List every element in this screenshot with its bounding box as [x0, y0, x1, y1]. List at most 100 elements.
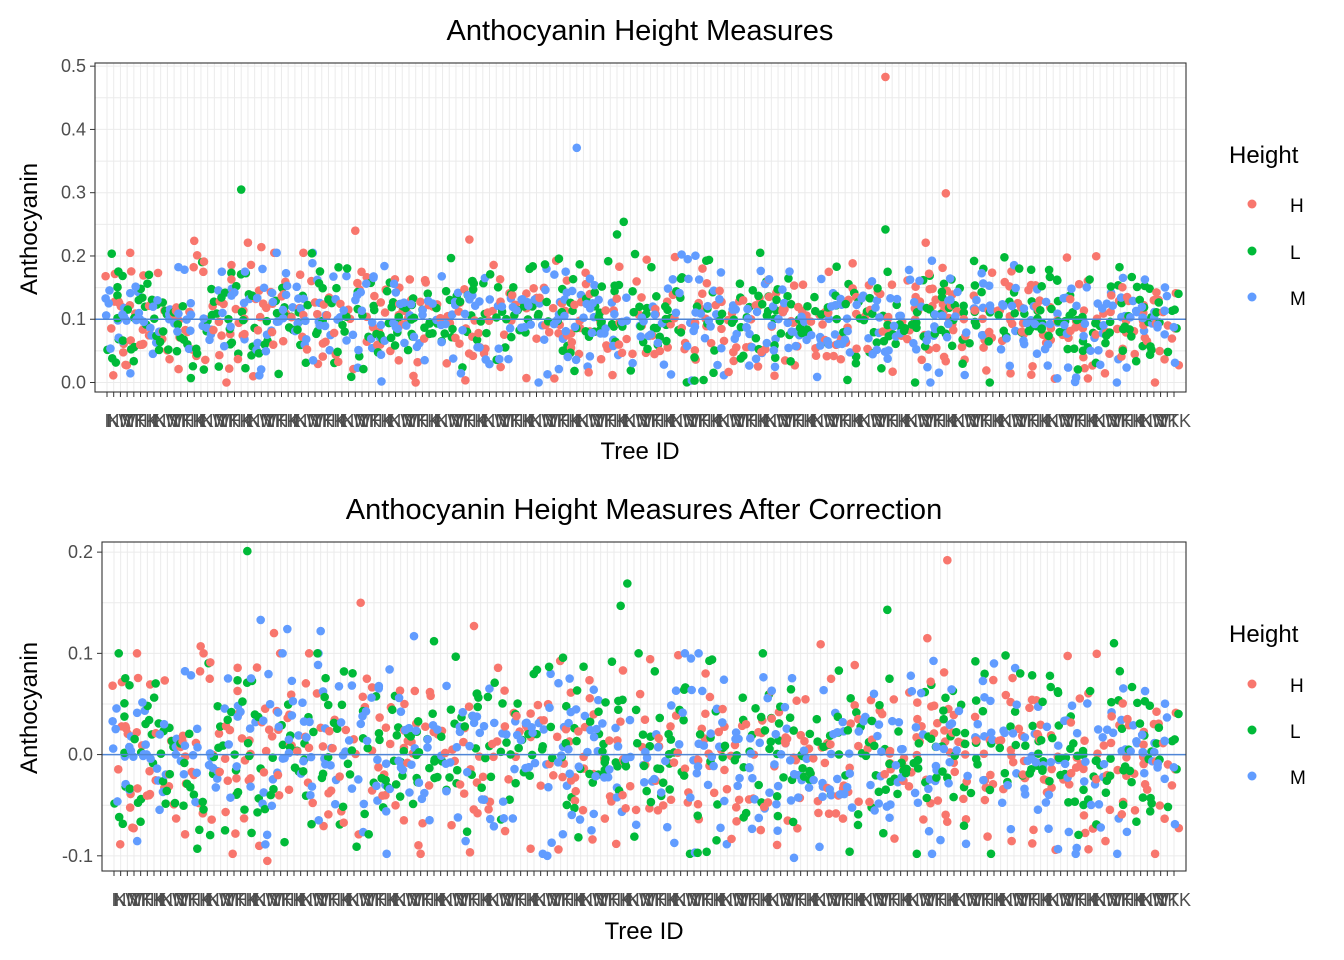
point-h — [1079, 306, 1089, 315]
point-l — [170, 798, 180, 808]
point-m — [816, 341, 825, 350]
point-l — [843, 375, 852, 385]
point-h — [318, 339, 328, 348]
point-l — [912, 323, 921, 333]
point-l — [346, 372, 356, 382]
point-l — [1047, 733, 1057, 743]
point-h — [1080, 828, 1090, 838]
x-tick-label: NM — [160, 890, 188, 910]
x-tick-label: TTK — [218, 411, 252, 431]
point-m — [692, 768, 702, 778]
point-m — [961, 839, 971, 849]
point-m — [1080, 319, 1090, 329]
point-m — [747, 342, 757, 352]
point-l — [391, 780, 401, 789]
x-tick-label: NM — [435, 411, 463, 431]
point-m — [485, 684, 494, 693]
point-m — [589, 732, 599, 742]
point-h — [814, 808, 823, 818]
point-m — [475, 343, 484, 352]
point-m — [894, 717, 904, 727]
point-h — [322, 311, 332, 320]
point-m — [874, 799, 884, 808]
x-tick-label: YK — [502, 890, 526, 910]
x-tick-label: NM — [811, 411, 839, 431]
point-h — [1079, 811, 1089, 820]
point-l — [813, 737, 822, 746]
x-tick-label: TTK — [784, 890, 818, 910]
point-l — [986, 849, 996, 859]
x-tick-label: HK — [1074, 411, 1099, 431]
point-l — [260, 804, 270, 814]
point-l — [382, 286, 392, 296]
point-l — [149, 693, 159, 702]
x-tick-label: K — [348, 890, 360, 910]
point-m — [910, 788, 920, 798]
point-l — [227, 268, 236, 278]
point-h — [115, 839, 125, 849]
point-l — [554, 254, 564, 264]
point-l — [852, 708, 861, 717]
point-h — [391, 800, 400, 810]
point-m — [874, 720, 884, 729]
point-h — [370, 291, 379, 301]
point-l — [845, 847, 854, 856]
point-h — [614, 340, 624, 349]
point-m — [296, 304, 306, 313]
point-h — [395, 686, 405, 695]
point-m — [1086, 800, 1096, 810]
point-h — [145, 789, 155, 799]
y-tick-label: 0.1 — [68, 643, 93, 663]
point-l — [970, 281, 980, 290]
point-m — [1096, 823, 1106, 832]
y-tick-label: 0.0 — [61, 373, 86, 393]
x-tick-label: NM — [813, 890, 841, 910]
point-l — [875, 700, 884, 710]
point-h — [971, 736, 981, 745]
point-l — [307, 819, 316, 829]
point-l — [440, 329, 450, 338]
point-m — [716, 823, 725, 833]
point-l — [631, 705, 641, 715]
point-h — [324, 810, 333, 819]
point-h — [1130, 806, 1140, 815]
point-m — [791, 341, 801, 351]
point-m — [475, 297, 484, 306]
point-h — [381, 723, 391, 732]
point-h — [455, 339, 464, 348]
point-l — [1038, 697, 1047, 707]
point-m — [768, 302, 778, 311]
point-m — [560, 311, 569, 321]
point-l — [1118, 324, 1128, 334]
point-l — [1069, 739, 1078, 748]
point-h — [663, 343, 672, 352]
point-h — [455, 780, 465, 789]
point-h — [680, 764, 690, 773]
point-l — [352, 842, 361, 852]
point-l — [1068, 308, 1077, 317]
point-l — [949, 792, 958, 802]
point-m — [409, 332, 419, 342]
legend-item-h: H — [1247, 196, 1304, 217]
point-l — [158, 327, 168, 336]
point-h — [153, 268, 163, 278]
point-l — [192, 349, 202, 358]
point-m — [639, 778, 649, 787]
point-l — [913, 755, 923, 765]
point-l — [655, 713, 665, 723]
point-l — [298, 767, 308, 776]
point-h — [724, 367, 733, 377]
x-tick-label: NM — [952, 411, 980, 431]
legend-key-h — [1247, 679, 1257, 689]
x-tick-label: I — [997, 411, 1002, 431]
x-tick-label: W — [541, 411, 558, 431]
point-m — [547, 838, 556, 847]
point-m — [694, 275, 704, 284]
point-l — [632, 738, 642, 748]
point-l — [846, 694, 855, 703]
point-m — [1119, 684, 1128, 693]
point-h — [1106, 738, 1116, 748]
point-l — [832, 262, 841, 272]
point-h — [394, 356, 404, 365]
x-tick-label: YK — [122, 411, 146, 431]
